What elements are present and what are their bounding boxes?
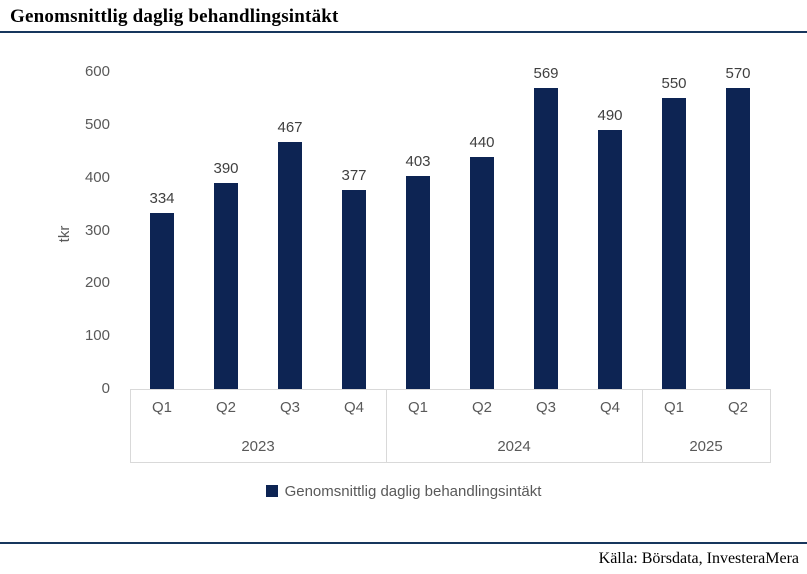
legend: Genomsnittlig daglig behandlingsintäkt	[0, 481, 807, 501]
quarter-label: Q1	[663, 399, 684, 416]
y-tick-label: 600	[84, 63, 110, 80]
bar-value-label: 570	[725, 65, 751, 82]
bar	[342, 190, 366, 389]
bar	[150, 213, 174, 389]
y-tick-label: 200	[84, 274, 110, 292]
category-axis-box	[130, 389, 771, 463]
y-tick-label: 0	[101, 380, 110, 397]
bar-value-label: 440	[469, 134, 495, 151]
year-label: 2023	[241, 438, 275, 455]
report-footer: Källa: Börsdata, InvesteraMera	[0, 542, 807, 574]
bar	[406, 176, 430, 389]
bar-value-label: 490	[597, 107, 623, 124]
quarter-label: Q4	[343, 399, 364, 416]
year-label: 2024	[497, 438, 531, 455]
bar	[598, 130, 622, 389]
bar	[278, 142, 302, 389]
bar-value-label: 403	[405, 153, 431, 170]
quarter-label: Q1	[407, 399, 428, 416]
quarter-label: Q4	[599, 399, 620, 416]
report-header: Genomsnittlig daglig behandlingsintäkt	[0, 0, 807, 33]
group-divider-line	[386, 389, 387, 463]
bar-value-label: 467	[277, 119, 303, 136]
y-tick-label: 300	[84, 221, 110, 239]
quarter-label: Q2	[471, 399, 492, 416]
bar	[214, 183, 238, 389]
y-tick-label: 500	[84, 115, 110, 133]
quarter-label: Q2	[727, 399, 748, 416]
bar-value-label: 390	[213, 160, 239, 177]
quarter-label: Q3	[279, 399, 300, 416]
year-label: 2025	[689, 438, 723, 455]
bar	[534, 88, 558, 389]
source-caption: Källa: Börsdata, InvesteraMera	[598, 550, 799, 567]
group-divider-line	[642, 389, 643, 463]
bar-value-label: 569	[533, 65, 559, 82]
bar	[662, 98, 686, 389]
quarter-label: Q2	[215, 399, 236, 416]
bar-value-label: 550	[661, 75, 687, 92]
y-tick-label: 400	[84, 168, 110, 186]
quarter-label: Q1	[151, 399, 172, 416]
y-tick-label: 100	[84, 327, 110, 345]
bar	[470, 157, 494, 389]
bar-value-label: 334	[149, 190, 175, 207]
bar-chart: tkr 0 100 200 300 400 500 600 334 390 467 377 403 4…	[0, 33, 807, 510]
bar-value-label: 377	[341, 167, 367, 184]
bar	[726, 88, 750, 389]
quarter-label: Q3	[535, 399, 556, 416]
legend-label: Genomsnittlig daglig behandlingsintäkt	[284, 482, 542, 500]
page-title: Genomsnittlig daglig behandlingsintäkt	[10, 6, 339, 27]
legend-swatch-icon	[265, 485, 278, 497]
